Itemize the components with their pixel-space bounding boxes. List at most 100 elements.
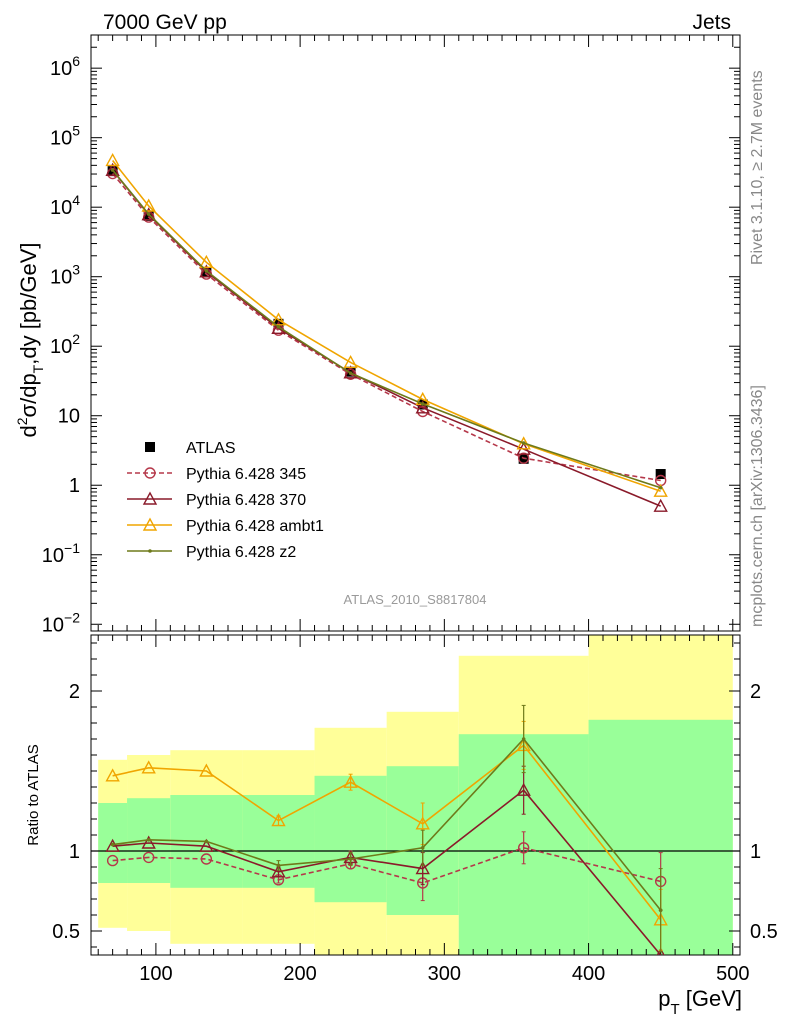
main-point-2-5 — [415, 400, 430, 414]
legend-label-1: Pythia 6.428 345 — [186, 466, 306, 483]
main-point-2-3 — [271, 320, 286, 335]
x-tick-label-0: 100 — [139, 963, 172, 985]
ratio-point-2-4 — [343, 774, 358, 788]
main-series-1 — [106, 167, 667, 487]
main-series-0 — [107, 166, 666, 480]
main-point-4-1 — [146, 212, 151, 216]
ratio-point-1-5 — [415, 861, 430, 875]
ratio-series-line-3 — [112, 737, 662, 911]
ratio-series — [105, 704, 668, 955]
header-right-label: Jets — [692, 11, 731, 34]
legend-entry-3: Pythia 6.428 ambt1 — [127, 517, 324, 535]
ratio-y-tick-label-left-2: 0.5 — [52, 921, 80, 943]
mcplots-label: mcplots.cern.ch [arXiv:1306.3436] — [749, 385, 766, 627]
x-axis-label: pT [GeV] — [658, 986, 742, 1018]
main-point-3-1 — [141, 198, 156, 212]
legend-entry-2: Pythia 6.428 370 — [127, 491, 306, 509]
ratio-series-line-2 — [112, 744, 662, 921]
main-frame — [90, 34, 741, 632]
main-y-tick-label-8: 10−2 — [42, 609, 80, 636]
x-tick-label-3: 400 — [572, 963, 605, 985]
ratio-point-2-3 — [271, 813, 286, 827]
header-left-label: 7000 GeV pp — [103, 11, 227, 34]
main-point-4-6 — [521, 441, 526, 445]
x-ticks: 100 200 300 400 500 — [97, 35, 749, 985]
legend: ATLAS Pythia 6.428 345 Pythia 6.428 370 Pyt… — [127, 440, 324, 561]
ratio-point-0-0 — [106, 854, 119, 867]
main-point-4-7 — [658, 485, 663, 490]
main-point-0-3 — [273, 318, 284, 329]
ratio-uncertainty-bands — [98, 635, 733, 955]
ratio-y-tick-label-left-1: 1 — [69, 841, 80, 863]
legend-label-3: Pythia 6.428 ambt1 — [186, 518, 324, 535]
x-tick-label-2: 300 — [428, 963, 461, 985]
main-point-3-4 — [343, 354, 358, 369]
main-y-tick-label-0: 106 — [50, 53, 80, 80]
legend-label-2: Pythia 6.428 370 — [186, 492, 306, 509]
ratio-point-3-1 — [146, 838, 151, 842]
ratio-point-2-2 — [199, 763, 214, 777]
ratio-point-1-7 — [656, 947, 665, 955]
ratio-point-2-0 — [105, 768, 120, 782]
main-point-4-3 — [276, 325, 281, 329]
ratio-point-3-2 — [204, 839, 209, 844]
ratio-series-1 — [105, 765, 665, 955]
ratio-point-0-2 — [200, 853, 213, 865]
ratio-point-0-1 — [142, 851, 155, 864]
ratio-point-3-7 — [658, 908, 663, 912]
main-point-2-1 — [141, 207, 156, 221]
main-series-line-1 — [112, 173, 661, 482]
main-y-tick-label-2: 104 — [50, 192, 80, 219]
main-y-tick-label-1: 105 — [50, 123, 80, 150]
main-y-tick-label-6: 1 — [69, 475, 80, 497]
main-point-4-4 — [348, 371, 353, 375]
main-point-4-2 — [204, 269, 209, 273]
ratio-y-tick-label-left-0: 2 — [69, 681, 80, 703]
main-y-tick-label-5: 10 — [58, 406, 80, 428]
main-point-3-3 — [271, 312, 286, 326]
ratio-point-2-1 — [141, 760, 156, 774]
main-point-2-0 — [105, 162, 120, 176]
legend-entry-0: ATLAS — [145, 440, 236, 457]
ratio-y-tick-label-right-2: 0.5 — [750, 921, 778, 943]
ratio-y-tick-label-right-0: 2 — [750, 681, 761, 703]
legend-label-0: ATLAS — [186, 440, 236, 457]
main-series-4 — [110, 168, 663, 490]
legend-marker-1 — [144, 467, 156, 479]
main-series — [105, 153, 668, 512]
ratio-point-0-6 — [517, 842, 530, 854]
main-series-line-4 — [112, 169, 661, 489]
main-point-2-4 — [343, 365, 358, 379]
ratio-point-1-6 — [516, 782, 531, 796]
legend-entry-1: Pythia 6.428 345 — [127, 466, 306, 483]
ratio-point-1-3 — [271, 864, 286, 878]
ratio-point-1-0 — [105, 838, 120, 852]
main-point-3-7 — [653, 483, 668, 497]
x-tick-label-4: 500 — [716, 963, 749, 985]
main-point-1-4 — [344, 368, 357, 380]
ratio-point-2-5 — [415, 816, 430, 830]
ratio-point-3-5 — [420, 846, 425, 850]
legend-marker-0 — [145, 442, 155, 452]
ratio-y-tick-label-right-1: 1 — [750, 841, 761, 863]
ratio-y-axis-label: Ratio to ATLAS — [25, 744, 42, 845]
main-point-2-7 — [653, 498, 668, 512]
ratio-point-3-3 — [276, 863, 281, 868]
main-point-1-6 — [517, 452, 530, 464]
main-y-axis-label: d2σ/dpT,dy [pb/GeV] — [14, 242, 46, 437]
ratio-point-1-1 — [141, 835, 156, 849]
legend-marker-3 — [142, 517, 158, 531]
legend-marker-2 — [142, 491, 158, 505]
legend-label-4: Pythia 6.428 z2 — [186, 544, 296, 561]
main-point-3-0 — [105, 153, 120, 167]
main-point-3-2 — [199, 254, 214, 269]
main-point-0-7 — [655, 469, 666, 480]
main-y-tick-label-7: 10−1 — [42, 540, 80, 567]
ratio-point-3-4 — [348, 857, 353, 861]
analysis-watermark: ATLAS_2010_S8817804 — [344, 592, 487, 607]
legend-entry-4: Pythia 6.428 z2 — [127, 544, 296, 561]
ratio-point-1-2 — [199, 838, 214, 852]
